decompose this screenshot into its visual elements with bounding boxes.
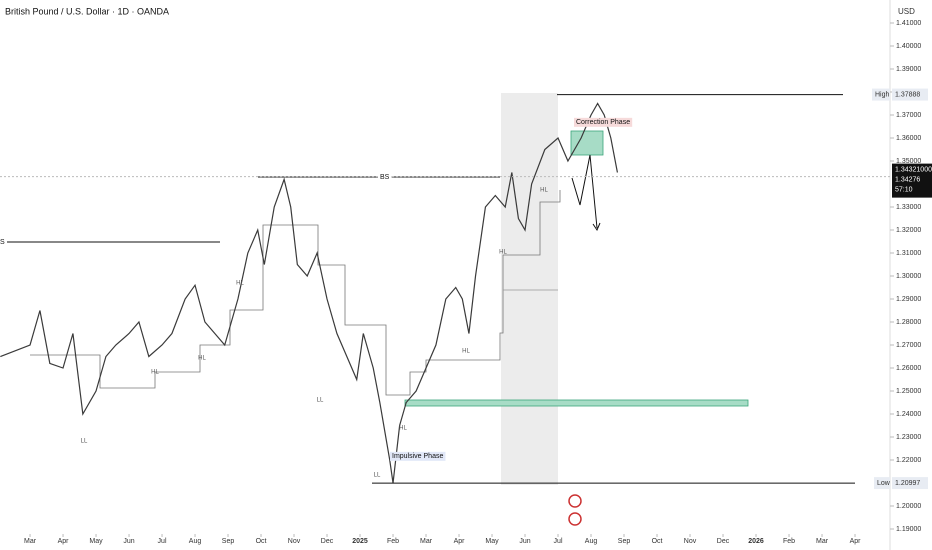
chart-title: British Pound / U.S. Dollar · 1D · OANDA xyxy=(5,6,169,16)
x-tick-label: 2025 xyxy=(352,538,368,545)
x-tick-label: Aug xyxy=(189,538,202,545)
y-tick-label: 1.30000 xyxy=(896,273,921,280)
y-tick-label: 1.27000 xyxy=(896,342,921,349)
x-tick-label: Mar xyxy=(816,538,829,545)
x-tick-label: Apr xyxy=(58,538,70,545)
swing-label: HL xyxy=(236,281,244,287)
high-value: 1.37888 xyxy=(895,91,920,98)
swing-label: LL xyxy=(81,439,88,445)
x-tick-label: Sep xyxy=(222,538,235,545)
high-tag-bg xyxy=(872,88,890,101)
swing-label: HL xyxy=(151,370,159,376)
y-tick-label: 1.39000 xyxy=(896,66,921,73)
swing-label: HL xyxy=(198,356,206,362)
y-tick-label: 1.20000 xyxy=(896,503,921,510)
x-tick-label: Nov xyxy=(288,538,301,545)
y-tick-label: 1.24000 xyxy=(896,411,921,418)
x-tick-label: May xyxy=(89,538,103,545)
y-tick-label: 1.19000 xyxy=(896,526,921,533)
x-tick-label: Dec xyxy=(717,538,730,545)
last-price: 1.34321000 xyxy=(895,166,932,173)
x-tick-label: Jul xyxy=(554,538,563,545)
high-value-bg xyxy=(892,88,928,101)
price-line xyxy=(0,102,619,484)
swing-label: LL xyxy=(317,398,324,404)
x-tick-label: Oct xyxy=(652,538,663,545)
x-tick-label: Nov xyxy=(684,538,697,545)
x-tick-label: Jun xyxy=(519,538,530,545)
y-tick-label: 1.40000 xyxy=(896,43,921,50)
x-tick-label: Dec xyxy=(321,538,334,545)
annotation: BS xyxy=(380,174,390,181)
low-value: 1.20997 xyxy=(895,480,920,487)
y-tick-label: 1.35000 xyxy=(896,158,921,165)
y-tick-label: 1.22000 xyxy=(896,457,921,464)
x-tick-label: Feb xyxy=(387,538,399,545)
y-tick-label: 1.41000 xyxy=(896,20,921,27)
swing-label: HL xyxy=(462,349,470,355)
projection-arrow xyxy=(571,154,598,229)
annotation: Correction Phase xyxy=(576,119,630,126)
y-tick-label: 1.36000 xyxy=(896,135,921,142)
low-value-bg xyxy=(892,477,928,490)
x-tick-label: 2026 xyxy=(748,538,764,545)
high-tag: High xyxy=(875,91,890,98)
annotation-bg xyxy=(574,117,633,127)
y-tick-label: 1.33000 xyxy=(896,204,921,211)
demand-zone xyxy=(404,399,749,407)
y-tick-label: 1.32000 xyxy=(896,227,921,234)
x-tick-label: Jun xyxy=(123,538,134,545)
x-tick-label: Aug xyxy=(585,538,598,545)
annotation-bg xyxy=(0,237,7,247)
y-tick-label: 1.29000 xyxy=(896,296,921,303)
x-tick-label: Apr xyxy=(850,538,862,545)
swing-label: HL xyxy=(499,250,507,256)
last-price-bg xyxy=(892,163,932,198)
annotation: Impulsive Phase xyxy=(392,453,443,460)
x-tick-label: Mar xyxy=(24,538,37,545)
x-tick-label: Apr xyxy=(454,538,466,545)
x-tick-label: Jul xyxy=(158,538,167,545)
event-icon xyxy=(568,494,582,508)
event-icon xyxy=(568,512,582,526)
annotation-bg xyxy=(378,172,392,182)
y-tick-label: 1.31000 xyxy=(896,250,921,257)
bid-price: 1.34276 xyxy=(895,176,920,183)
countdown: 57:10 xyxy=(895,186,913,193)
x-tick-label: Feb xyxy=(783,538,795,545)
low-tag: Low xyxy=(877,480,891,487)
annotation-bg xyxy=(390,451,446,461)
y-tick-label: 1.23000 xyxy=(896,434,921,441)
y-tick-label: 1.25000 xyxy=(896,388,921,395)
range-shade xyxy=(501,93,558,485)
x-tick-label: Mar xyxy=(420,538,433,545)
step-line xyxy=(30,190,561,396)
annotation: S xyxy=(0,239,5,246)
y-tick-label: 1.26000 xyxy=(896,365,921,372)
x-tick-label: Oct xyxy=(256,538,267,545)
currency: USD xyxy=(898,7,915,16)
arrow-head xyxy=(592,222,601,232)
swing-label: HL xyxy=(540,188,548,194)
low-tag-bg xyxy=(874,477,890,490)
y-tick-label: 1.37000 xyxy=(896,112,921,119)
y-tick-label: 1.28000 xyxy=(896,319,921,326)
swing-label: LL xyxy=(374,473,381,479)
x-tick-label: Sep xyxy=(618,538,631,545)
supply-zone xyxy=(570,130,604,156)
x-tick-label: May xyxy=(485,538,499,545)
swing-label: HL xyxy=(399,426,407,432)
